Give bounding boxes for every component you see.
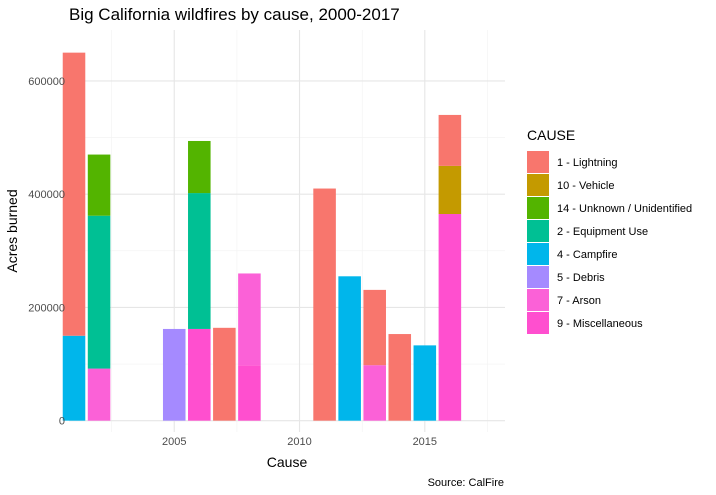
y-axis-ticks: 0 200000 400000 600000 bbox=[28, 76, 65, 428]
legend-key bbox=[527, 220, 549, 242]
legend-label: 7 - Arson bbox=[557, 295, 601, 307]
y-tick-label: 600000 bbox=[28, 76, 65, 88]
bar-segment bbox=[438, 114, 462, 166]
legend-label: 1 - Lightning bbox=[557, 157, 618, 169]
y-tick-label: 200000 bbox=[28, 302, 65, 314]
legend-label: 4 - Campfire bbox=[557, 249, 618, 261]
y-tick-label: 0 bbox=[59, 416, 65, 428]
x-axis-ticks: 2005 2010 2015 bbox=[162, 436, 437, 448]
bar-segment bbox=[162, 328, 186, 421]
legend-key bbox=[527, 289, 549, 311]
x-tick-label: 2005 bbox=[162, 436, 186, 448]
legend: 1 - Lightning 10 - Vehicle 14 - Unknown / … bbox=[527, 151, 692, 334]
bar-segment bbox=[188, 328, 211, 421]
bar-segment bbox=[438, 214, 462, 421]
bar-segment bbox=[313, 188, 336, 421]
bar-segment bbox=[188, 140, 211, 194]
bar-segment bbox=[238, 273, 261, 366]
bar-segment bbox=[438, 165, 462, 215]
chart-title: Big California wildfires by cause, 2000-… bbox=[69, 5, 400, 24]
legend-label: 2 - Equipment Use bbox=[557, 226, 648, 238]
legend-key bbox=[527, 266, 549, 288]
legend-key bbox=[527, 312, 549, 334]
bar-segment bbox=[363, 365, 386, 421]
bar-segment bbox=[363, 289, 386, 366]
legend-label: 5 - Debris bbox=[557, 272, 605, 284]
bar-segment bbox=[188, 193, 211, 329]
legend-label: 14 - Unknown / Unidentified bbox=[557, 203, 692, 215]
bar-segment bbox=[87, 215, 111, 369]
legend-title: CAUSE bbox=[527, 127, 575, 143]
legend-label: 10 - Vehicle bbox=[557, 180, 614, 192]
caption: Source: CalFire bbox=[428, 477, 504, 489]
y-tick-label: 400000 bbox=[28, 189, 65, 201]
x-axis-label: Cause bbox=[267, 454, 308, 470]
bars bbox=[62, 52, 462, 421]
legend-key bbox=[527, 197, 549, 219]
bar-segment bbox=[87, 154, 111, 216]
y-axis-label: Acres burned bbox=[4, 189, 20, 272]
bar-segment bbox=[213, 327, 236, 421]
legend-label: 9 - Miscellaneous bbox=[557, 318, 643, 330]
legend-key bbox=[527, 151, 549, 173]
x-tick-label: 2015 bbox=[413, 436, 437, 448]
bar-segment bbox=[238, 365, 261, 421]
x-tick-label: 2010 bbox=[287, 436, 311, 448]
bar-segment bbox=[388, 334, 412, 421]
bar-segment bbox=[87, 368, 111, 421]
bar-segment bbox=[62, 52, 86, 336]
bar-segment bbox=[338, 276, 361, 421]
bar-segment bbox=[62, 335, 86, 421]
legend-key bbox=[527, 243, 549, 265]
legend-key bbox=[527, 174, 549, 196]
bar-segment bbox=[413, 345, 437, 421]
